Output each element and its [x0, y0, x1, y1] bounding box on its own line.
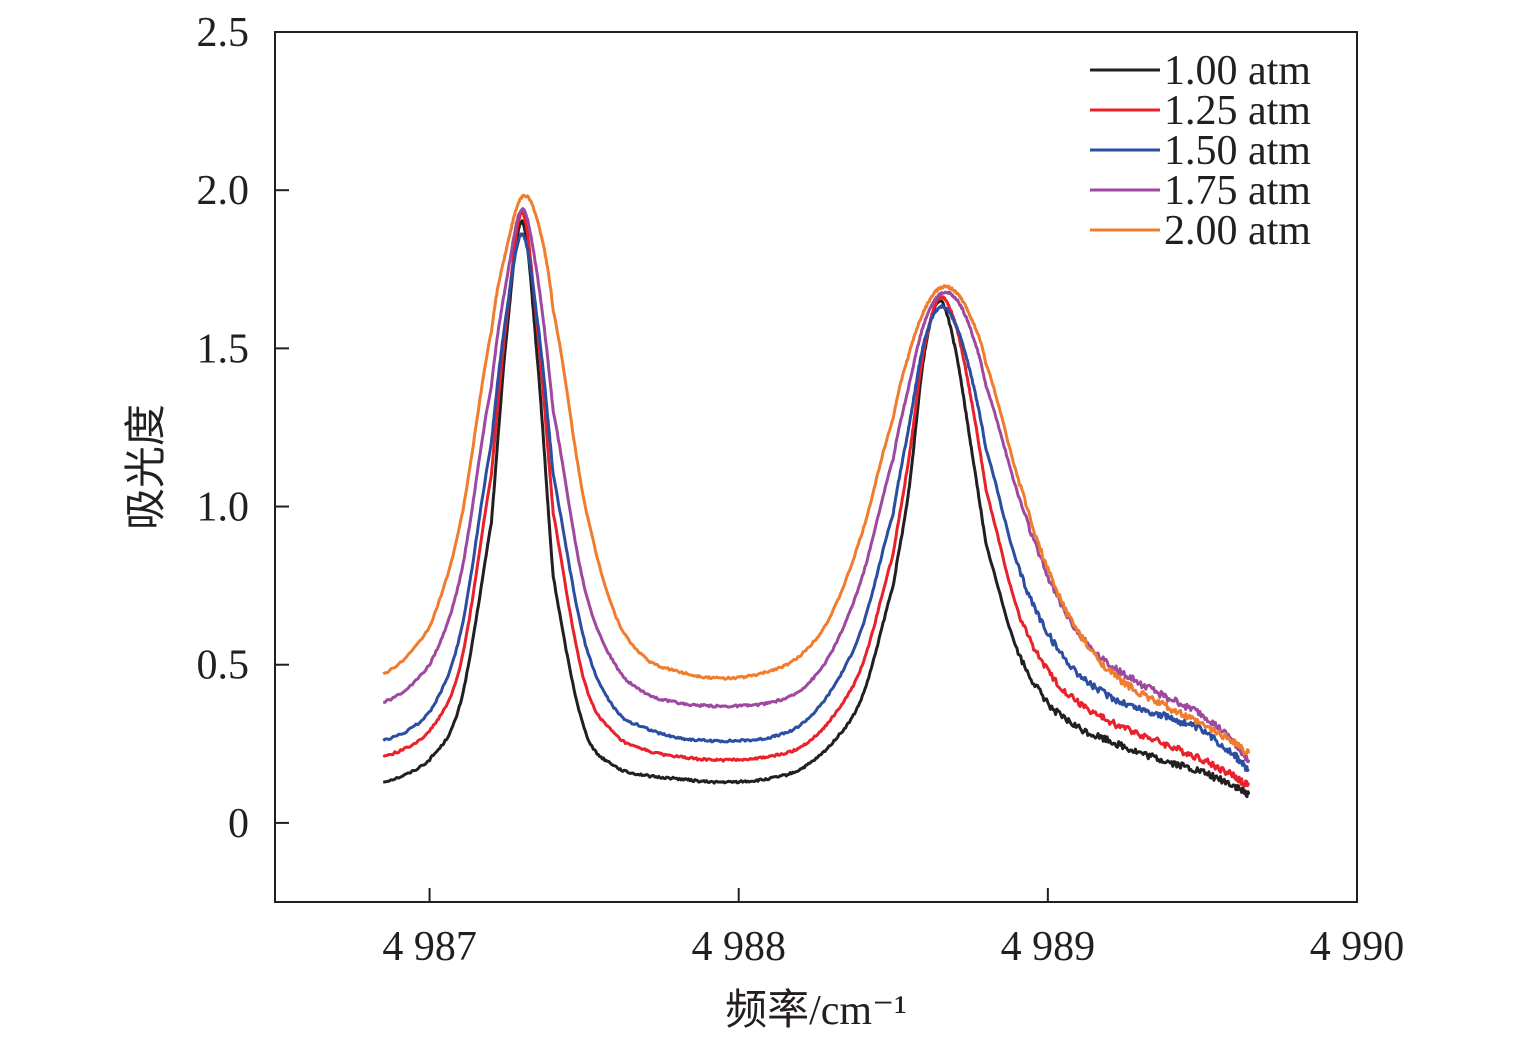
y-axis: 0 0.5 1.0 1.5 2.0 2.5 [197, 10, 289, 847]
y-tick-label: 0 [228, 801, 249, 847]
y-tick-label: 2.0 [197, 168, 250, 214]
legend-label: 1.25 atm [1164, 88, 1311, 134]
series-line [382, 193, 1251, 756]
x-tick-label: 4 989 [1001, 924, 1096, 970]
legend-label: 2.00 atm [1164, 208, 1311, 254]
x-tick-label: 4 990 [1310, 924, 1405, 970]
x-tick-label: 4 987 [382, 924, 477, 970]
y-axis-title: 吸光度 [124, 404, 170, 530]
legend-label: 1.00 atm [1164, 48, 1311, 94]
plot-frame [274, 31, 1358, 903]
y-tick-label: 1.5 [197, 326, 250, 372]
legend-label: 1.75 atm [1164, 168, 1311, 214]
y-tick-label: 2.5 [197, 10, 250, 56]
x-tick-label: 4 988 [691, 924, 786, 970]
legend-label: 1.50 atm [1164, 128, 1311, 174]
y-tick-label: 1.0 [197, 485, 250, 531]
x-axis-title: 频率/cm⁻¹ [725, 987, 907, 1034]
y-tick-label: 0.5 [197, 643, 250, 689]
series-line [382, 232, 1250, 772]
x-axis: 4 987 4 988 4 989 4 990 [382, 888, 1404, 970]
series-layer [382, 193, 1251, 799]
